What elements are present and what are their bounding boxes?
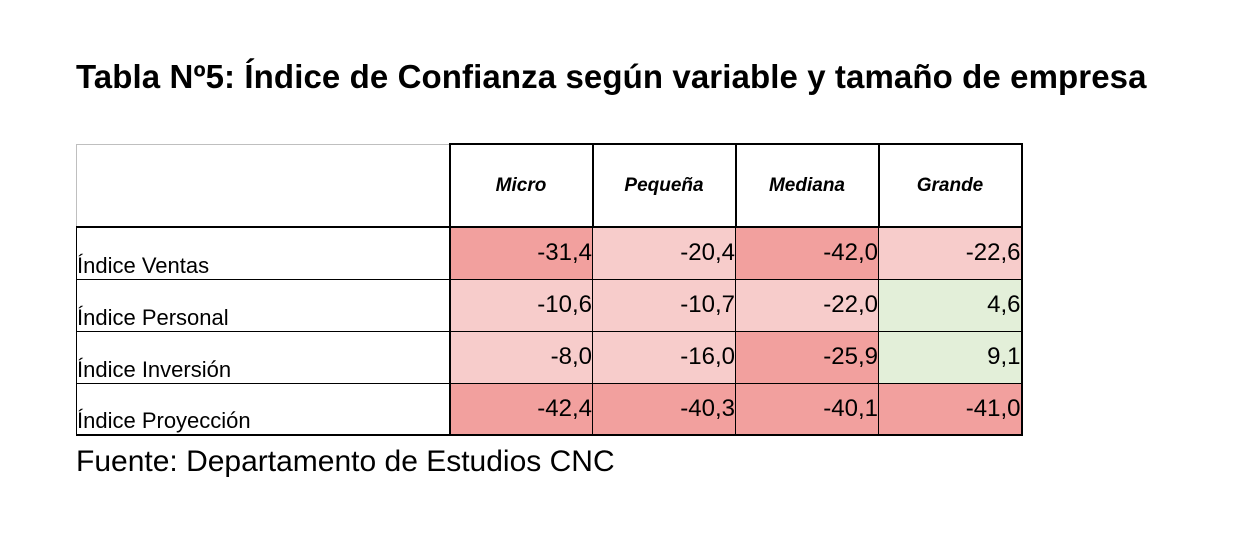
value-cell: -40,1 [735,383,879,436]
row-header-proyeccion: Índice Proyección [76,383,451,436]
value-cell: -22,6 [878,227,1023,280]
column-header-grande: Grande [878,143,1023,228]
table-row: Índice Ventas -31,4 -20,4 -42,0 -22,6 [76,227,1023,280]
value-cell: -16,0 [592,331,736,384]
column-header-micro: Micro [449,143,594,228]
row-header-ventas: Índice Ventas [76,227,451,280]
value-cell: 4,6 [878,279,1023,332]
value-cell: -42,4 [449,383,593,436]
header-row: Micro Pequeña Mediana Grande [76,143,1023,228]
source-note: Fuente: Departamento de Estudios CNC [76,445,615,478]
value-cell: 9,1 [878,331,1023,384]
value-cell: -41,0 [878,383,1023,436]
value-cell: -22,0 [735,279,879,332]
row-header-inversion: Índice Inversión [76,331,451,384]
empty-corner-cell [76,143,451,228]
value-cell: -42,0 [735,227,879,280]
row-header-personal: Índice Personal [76,279,451,332]
value-cell: -31,4 [449,227,593,280]
table-title: Tabla Nº5: Índice de Confianza según var… [76,58,1147,95]
confidence-index-table: Micro Pequeña Mediana Grande Índice Vent… [76,143,1023,436]
value-cell: -20,4 [592,227,736,280]
value-cell: -40,3 [592,383,736,436]
value-cell: -8,0 [449,331,593,384]
value-cell: -25,9 [735,331,879,384]
table-row: Índice Inversión -8,0 -16,0 -25,9 9,1 [76,331,1023,384]
column-header-mediana: Mediana [735,143,880,228]
column-header-pequena: Pequeña [592,143,737,228]
value-cell: -10,7 [592,279,736,332]
value-cell: -10,6 [449,279,593,332]
table-row: Índice Personal -10,6 -10,7 -22,0 4,6 [76,279,1023,332]
table-row: Índice Proyección -42,4 -40,3 -40,1 -41,… [76,383,1023,436]
